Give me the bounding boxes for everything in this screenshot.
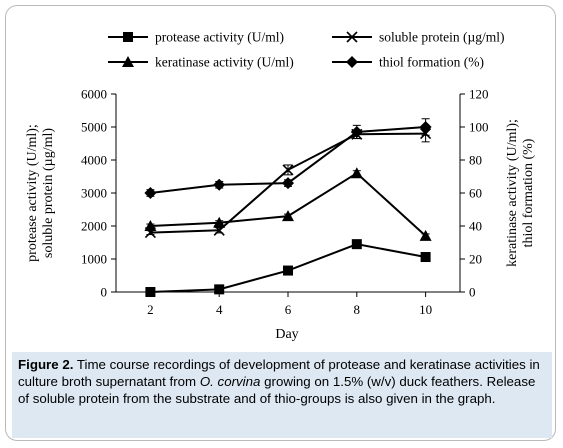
y-left-tick-label: 3000 [81, 186, 107, 201]
data-point-protease-activity-u-ml [351, 239, 362, 250]
legend-marker-thiol-formation [346, 56, 358, 68]
y-right-tick-label: 120 [469, 87, 489, 102]
y-axis-right-label-line1: keratinase activity (U/ml); [505, 119, 520, 267]
caption-text-2: growing on 1.5% (w/v) duck feathers. Rel… [18, 374, 536, 406]
chart: 0 1000 2000 3000 4000 5000 6000 0 20 40 60 80 100 120… [25, 30, 536, 343]
y-axis-right-label-line2: thiol formation (%) [521, 138, 536, 247]
y-left-tick-label: 4000 [81, 153, 107, 168]
y-right-tick-label: 60 [469, 186, 482, 201]
y-right-tick-label: 100 [469, 120, 489, 135]
data-point-protease-activity-u-ml [283, 265, 293, 276]
data-point-thiol-formation [213, 178, 226, 191]
legend-label-soluble-protein-g-ml: soluble protein (µg/ml) [379, 30, 505, 45]
data-point-keratinase-activity-u-ml [350, 167, 363, 179]
y-axis-left-label-line2: soluble protein (µg/ml) [41, 128, 56, 258]
x-tick-label: 6 [285, 302, 292, 317]
data-point-thiol-formation [350, 125, 363, 138]
legend-marker-keratinase-activity-u-ml [122, 56, 134, 67]
figure-caption: Figure 2. Time course recordings of deve… [12, 352, 552, 438]
y-right-tick-label: 40 [469, 219, 482, 234]
x-tick-label: 2 [147, 302, 154, 317]
caption-figure-label: Figure 2. [18, 357, 74, 372]
data-point-soluble-protein-g-ml [282, 164, 294, 176]
data-point-protease-activity-u-ml [420, 252, 431, 263]
legend-marker-soluble-protein-g-ml [346, 31, 358, 43]
x-tick-label: 10 [419, 302, 432, 317]
y-left-tick-label: 1000 [81, 252, 107, 267]
legend-label-protease-activity-u-ml: protease activity (U/ml) [155, 30, 284, 45]
data-point-protease-activity-u-ml [145, 287, 156, 297]
data-point-thiol-formation [282, 177, 294, 190]
y-left-tick-label: 6000 [81, 87, 107, 102]
x-tick-label: 4 [216, 302, 223, 317]
caption-text-1: Time course recordings of development of… [18, 357, 540, 389]
y-right-tick-label: 20 [469, 252, 482, 267]
y-right-tick-label: 0 [469, 285, 476, 300]
data-point-soluble-protein-g-ml-stroke-b [282, 164, 294, 176]
y-left-tick-label: 0 [101, 285, 108, 300]
data-point-keratinase-activity-u-ml [419, 229, 432, 241]
data-point-keratinase-activity-u-ml [144, 220, 157, 231]
caption-species: O. corvina [199, 374, 261, 389]
y-left-tick-label: 5000 [81, 120, 107, 135]
data-point-protease-activity-u-ml [214, 284, 225, 295]
legend-label-keratinase-activity-u-ml: keratinase activity (U/ml) [155, 55, 294, 70]
legend-marker-protease-activity-u-ml [123, 32, 133, 42]
data-point-thiol-formation [419, 121, 432, 133]
y-left-tick-label: 2000 [81, 219, 107, 234]
x-tick-label: 8 [354, 302, 361, 317]
data-point-keratinase-activity-u-ml [213, 216, 226, 228]
x-axis-label: Day [275, 327, 298, 342]
legend-label-thiol-formation: thiol formation (%) [379, 55, 484, 70]
data-point-thiol-formation [144, 187, 157, 199]
y-axis-left-label-line1: protease activity (U/ml); [25, 124, 40, 262]
legend-marker-soluble-protein-g-ml-stroke-b [346, 31, 358, 43]
data-point-keratinase-activity-u-ml [282, 210, 294, 222]
y-right-tick-label: 80 [469, 153, 482, 168]
